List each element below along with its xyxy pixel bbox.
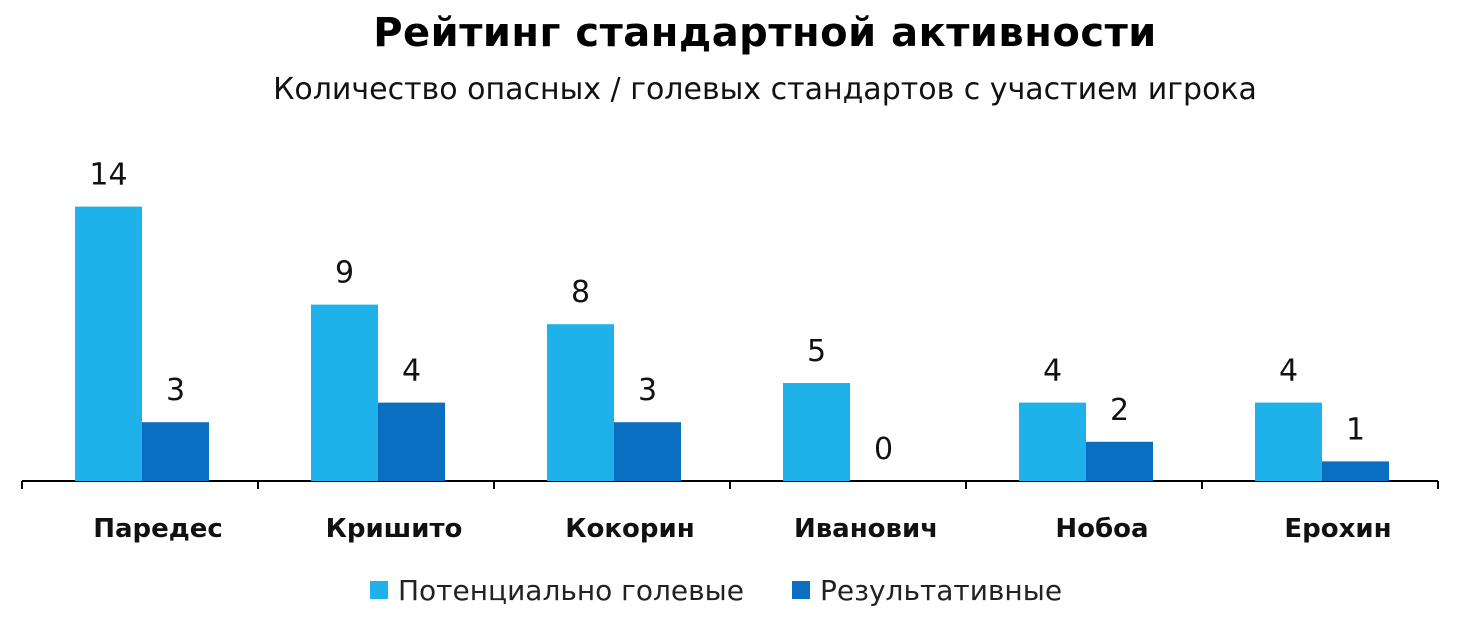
bar-series-1-3: [547, 324, 614, 481]
category-label-6: Ерохин: [1284, 514, 1391, 544]
legend-label-series-1: Потенциально голевые: [398, 573, 744, 607]
data-label-series-2-1: 3: [166, 373, 185, 408]
legend-item-series-2: Результативные: [791, 573, 1063, 607]
legend-swatch-series-2: [791, 581, 810, 599]
bar-series-2-3: [614, 422, 681, 481]
data-label-series-1-2: 9: [335, 256, 354, 291]
legend-item-series-1: Потенциально голевые: [370, 574, 744, 607]
data-label-series-2-2: 4: [402, 354, 421, 389]
category-label-3: Кокорин: [565, 514, 694, 544]
chart-subtitle: Количество опасных / голевых стандартов …: [273, 72, 1257, 107]
bar-series-2-2: [378, 402, 445, 481]
data-label-series-2-6: 1: [1346, 412, 1365, 447]
data-label-series-1-6: 4: [1279, 354, 1298, 389]
data-label-series-2-3: 3: [638, 373, 657, 408]
legend: Потенциально голевые Результативные: [370, 570, 1110, 610]
bar-series-1-1: [75, 206, 142, 481]
category-label-4: Иванович: [794, 514, 938, 544]
data-label-series-1-5: 4: [1043, 354, 1062, 389]
data-label-series-2-4: 0: [874, 432, 893, 467]
data-label-series-2-5: 2: [1110, 393, 1129, 428]
category-label-2: Кришито: [326, 514, 463, 544]
bar-series-2-5: [1086, 441, 1153, 481]
chart-title: Рейтинг стандартной активности: [373, 10, 1157, 56]
bar-series-1-6: [1255, 402, 1322, 481]
bar-series-1-4: [783, 383, 850, 481]
data-label-series-1-1: 14: [89, 158, 127, 193]
category-label-5: Нобоа: [1055, 514, 1148, 544]
data-label-series-1-4: 5: [807, 334, 826, 369]
bar-series-2-1: [142, 422, 209, 481]
legend-swatch-series-1: [370, 581, 388, 599]
bar-series-2-6: [1322, 461, 1389, 481]
legend-label-series-2: Результативные: [819, 573, 1063, 607]
bar-series-1-2: [311, 304, 378, 481]
category-label-1: Паредес: [93, 514, 223, 544]
bar-series-1-5: [1019, 402, 1086, 481]
data-label-series-1-3: 8: [571, 275, 590, 310]
